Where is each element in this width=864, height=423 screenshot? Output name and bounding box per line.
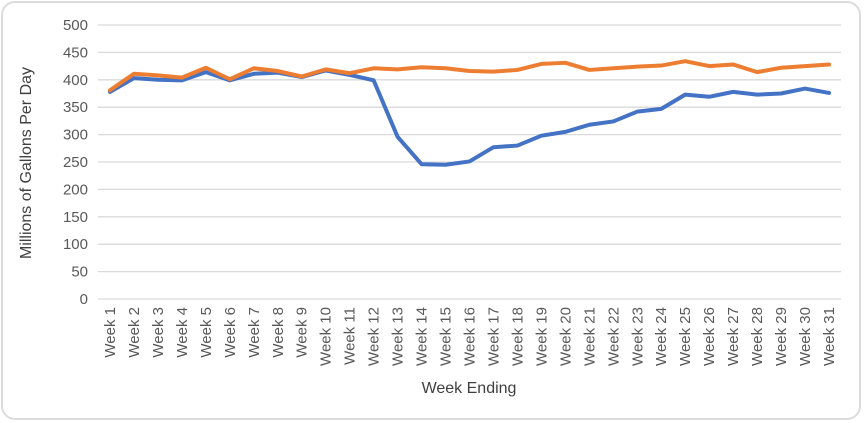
y-axis-title: Millions of Gallons Per Day <box>18 67 35 259</box>
y-axis-tick-labels: 0 50 100 150 200 250 300 350 400 450 500 <box>63 17 88 308</box>
y-tick-label: 500 <box>63 17 88 34</box>
x-tick-label: Week 10 <box>318 307 335 366</box>
x-tick-label: Week 13 <box>390 307 407 366</box>
y-tick-label: 200 <box>63 181 88 198</box>
x-tick-label: Week 7 <box>246 307 263 358</box>
x-tick-label: Week 19 <box>533 307 550 366</box>
x-tick-label: Week 25 <box>677 307 694 366</box>
x-tick-label: Week 18 <box>509 307 526 366</box>
x-tick-label: Week 9 <box>294 307 311 358</box>
x-tick-label: Week 2 <box>126 307 143 358</box>
x-tick-label: Week 4 <box>174 307 191 358</box>
x-tick-label: Week 21 <box>581 307 598 366</box>
y-tick-label: 0 <box>80 291 88 308</box>
y-tick-label: 150 <box>63 209 88 226</box>
y-tick-label: 50 <box>71 264 88 281</box>
y-tick-label: 250 <box>63 154 88 171</box>
x-axis-tick-labels: Week 1 Week 2 Week 3 Week 4 Week 5 Week 6 Week… <box>102 307 838 366</box>
y-tick-label: 300 <box>63 127 88 144</box>
x-tick-label: Week 16 <box>462 307 479 366</box>
x-tick-label: Week 14 <box>414 307 431 366</box>
x-tick-label: Week 6 <box>222 307 239 358</box>
x-tick-label: Week 1 <box>102 307 119 358</box>
x-tick-label: Week 15 <box>438 307 455 366</box>
x-tick-label: Week 30 <box>797 307 814 366</box>
x-tick-label: Week 27 <box>725 307 742 366</box>
x-tick-label: Week 26 <box>701 307 718 366</box>
series-lines <box>107 59 832 167</box>
y-tick-label: 450 <box>63 44 88 61</box>
y-tick-label: 100 <box>63 236 88 253</box>
x-tick-label: Week 28 <box>749 307 766 366</box>
x-tick-label: Week 11 <box>342 307 359 365</box>
series-line-series-2-orange <box>107 59 832 93</box>
x-tick-label: Week 31 <box>821 307 838 366</box>
x-tick-label: Week 23 <box>629 307 646 366</box>
x-tick-label: Week 12 <box>366 307 383 366</box>
x-tick-label: Week 17 <box>485 307 502 366</box>
x-axis-title: Week Ending <box>422 380 517 397</box>
series-line-series-1-blue <box>107 68 832 167</box>
x-tick-label: Week 29 <box>773 307 790 366</box>
x-tick-label: Week 24 <box>653 307 670 366</box>
y-tick-label: 350 <box>63 99 88 116</box>
x-tick-label: Week 22 <box>605 307 622 366</box>
x-tick-label: Week 3 <box>150 307 167 358</box>
x-tick-label: Week 5 <box>198 307 215 358</box>
x-tick-label: Week 8 <box>270 307 287 358</box>
x-tick-label: Week 20 <box>557 307 574 366</box>
y-tick-label: 400 <box>63 72 88 89</box>
